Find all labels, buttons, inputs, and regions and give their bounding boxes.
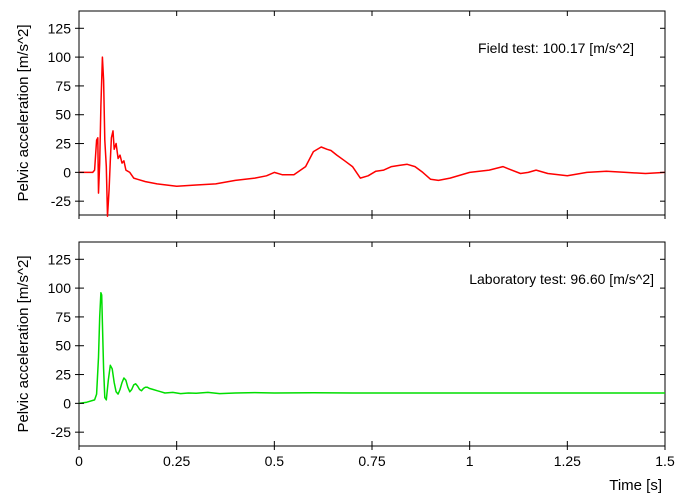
laboratory-test-x-tick-label: 0.75 xyxy=(358,453,385,469)
field-test-y-tick-label: 50 xyxy=(55,107,71,123)
laboratory-test-chart: Laboratory test: 96.60 [m/s^2] Pelvic ac… xyxy=(15,241,675,494)
laboratory-test-y-tick-label: -25 xyxy=(51,424,71,440)
field-test-y-tick-label: 75 xyxy=(55,78,71,94)
field-test-series-line xyxy=(79,56,666,217)
laboratory-test-x-tick-label: 0.25 xyxy=(163,453,190,469)
time-axis-label: Time [s] xyxy=(609,477,662,494)
laboratory-test-x-tick-label: 0.5 xyxy=(265,453,285,469)
laboratory-test-x-tick-label: 0 xyxy=(75,453,83,469)
laboratory-test-y-axis-label: Pelvic acceleration [m/s^2] xyxy=(15,255,32,432)
laboratory-test-y-tick-label: 75 xyxy=(55,309,71,325)
field-test-y-tick-label: 125 xyxy=(48,20,72,36)
laboratory-test-y-tick-label: 0 xyxy=(63,395,71,411)
field-test-y-tick-label: 0 xyxy=(63,164,71,180)
laboratory-test-y-tick-label: 100 xyxy=(48,280,72,296)
laboratory-test-x-tick-label: 1.25 xyxy=(554,453,581,469)
field-test-y-tick-label: 25 xyxy=(55,136,71,152)
laboratory-test-y-tick-label: 125 xyxy=(48,251,72,267)
field-test-y-tick-label: -25 xyxy=(51,193,71,209)
field-test-annotation: Field test: 100.17 [m/s^2] xyxy=(478,40,634,56)
laboratory-test-series-line xyxy=(78,291,665,405)
laboratory-test-annotation: Laboratory test: 96.60 [m/s^2] xyxy=(469,271,654,287)
laboratory-test-x-tick-label: 1 xyxy=(466,453,474,469)
field-test-chart: Field test: 100.17 [m/s^2] Pelvic accele… xyxy=(15,10,666,219)
laboratory-test-y-tick-label: 50 xyxy=(55,338,71,354)
field-test-y-axis-label: Pelvic acceleration [m/s^2] xyxy=(15,24,32,201)
field-test-y-tick-label: 100 xyxy=(48,49,72,65)
laboratory-test-x-tick-label: 1.5 xyxy=(655,453,675,469)
laboratory-test-y-tick-label: 25 xyxy=(55,367,71,383)
